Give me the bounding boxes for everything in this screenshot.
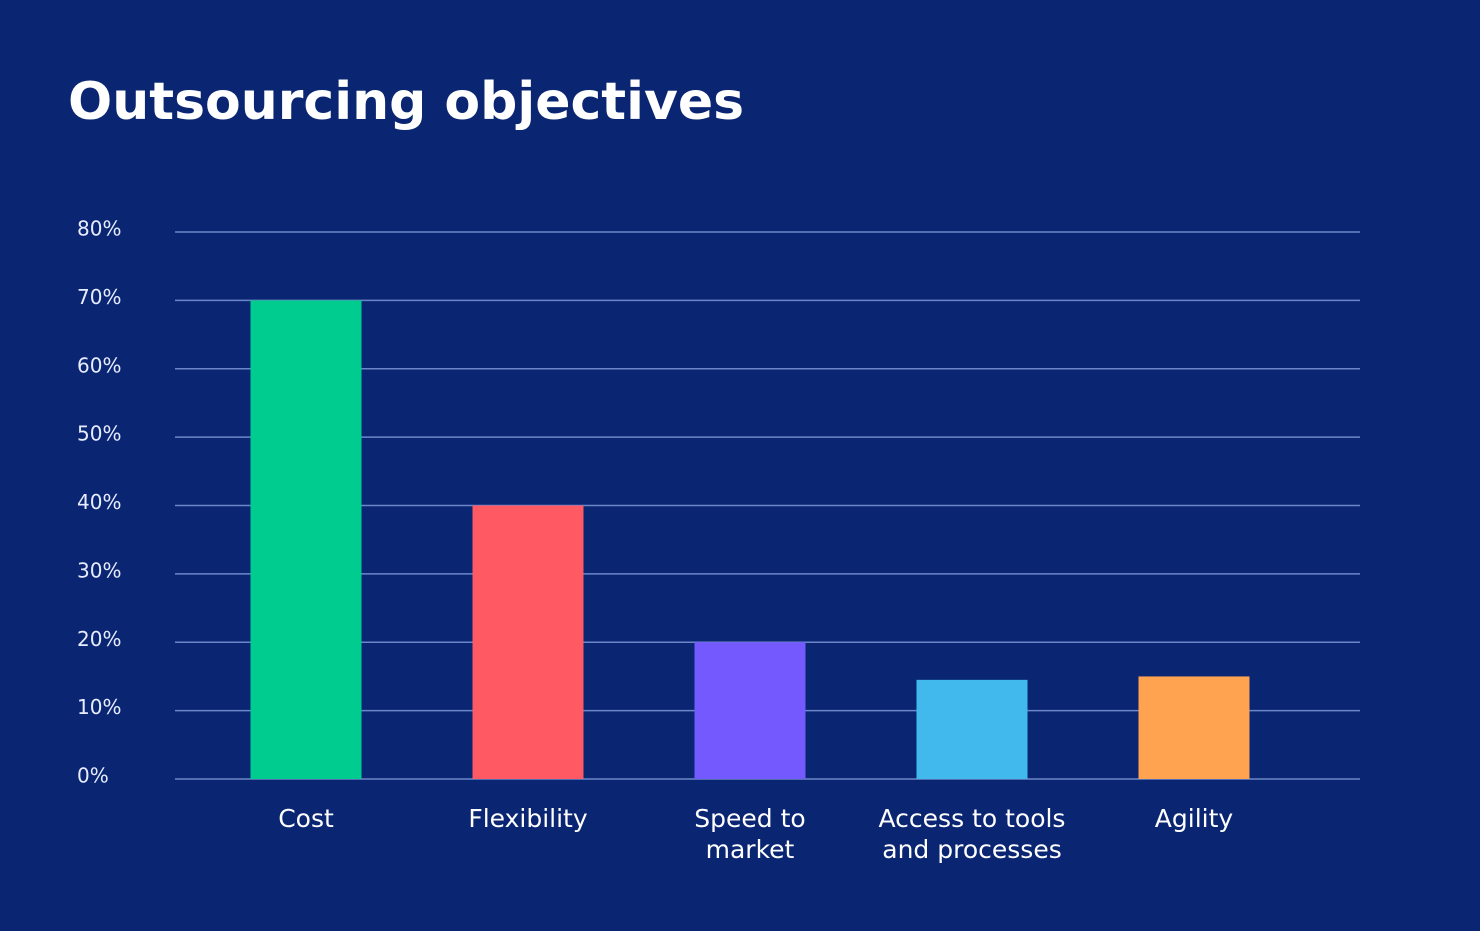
- y-tick-label: 50%: [77, 422, 121, 446]
- bar: [916, 679, 1028, 779]
- y-tick-label: 40%: [77, 490, 121, 514]
- x-tick-label: Cost: [278, 804, 334, 833]
- x-tick-label: Access to tools and processes: [878, 804, 1066, 864]
- chart-title: Outsourcing objectives: [68, 72, 744, 132]
- y-tick-label: 30%: [77, 558, 121, 582]
- bar: [1138, 676, 1250, 779]
- y-tick-label: 80%: [77, 217, 121, 241]
- x-tick-label: Flexibility: [468, 804, 588, 833]
- y-tick-label: 10%: [77, 695, 121, 719]
- y-tick-label: 70%: [77, 285, 121, 309]
- y-tick-label: 60%: [77, 353, 121, 377]
- y-tick-label: 0%: [77, 764, 109, 788]
- bar: [694, 642, 806, 779]
- x-tick-label: Agility: [1154, 804, 1234, 833]
- bar: [250, 300, 362, 779]
- x-tick-label: Speed to market: [694, 804, 806, 864]
- bar: [472, 505, 584, 779]
- y-tick-label: 20%: [77, 627, 121, 651]
